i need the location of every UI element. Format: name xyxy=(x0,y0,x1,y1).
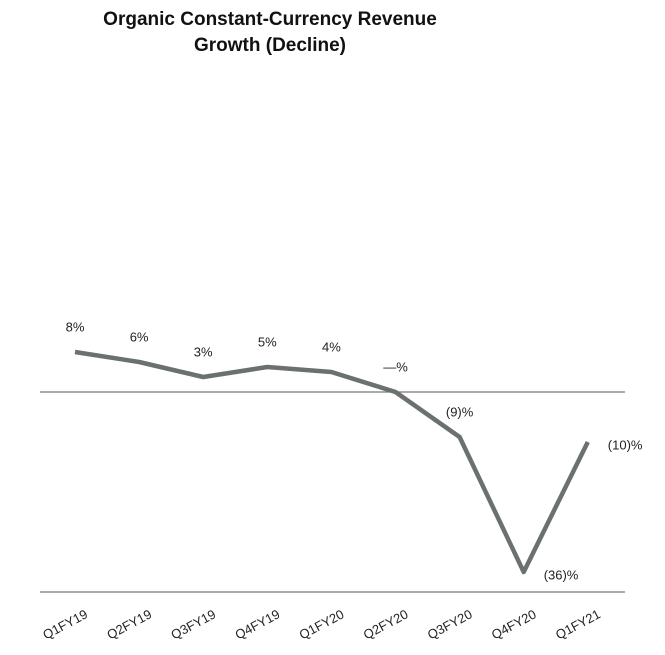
data-label: —% xyxy=(383,359,408,374)
chart-title: Growth (Decline) xyxy=(194,35,346,56)
x-tick-label: Q1FY19 xyxy=(40,606,90,642)
data-label: (9)% xyxy=(446,404,474,419)
data-label: 8% xyxy=(66,319,85,334)
chart-title: Organic Constant-Currency Revenue xyxy=(103,9,437,30)
data-label: (36)% xyxy=(544,567,579,582)
x-tick-label: Q2FY20 xyxy=(361,606,411,642)
data-label: 3% xyxy=(194,344,213,359)
data-label: 6% xyxy=(130,329,149,344)
x-tick-label: Q4FY20 xyxy=(489,606,539,642)
x-tick-label: Q1FY20 xyxy=(297,606,347,642)
data-label: 5% xyxy=(258,334,277,349)
data-label: (10)% xyxy=(608,437,643,452)
x-tick-label: Q3FY19 xyxy=(168,606,218,642)
x-tick-label: Q1FY21 xyxy=(553,606,603,642)
x-tick-label: Q2FY19 xyxy=(104,606,154,642)
line xyxy=(74,349,590,575)
x-tick-label: Q3FY20 xyxy=(425,606,475,642)
x-tick-label: Q4FY19 xyxy=(233,606,283,642)
data-label: 4% xyxy=(322,339,341,354)
